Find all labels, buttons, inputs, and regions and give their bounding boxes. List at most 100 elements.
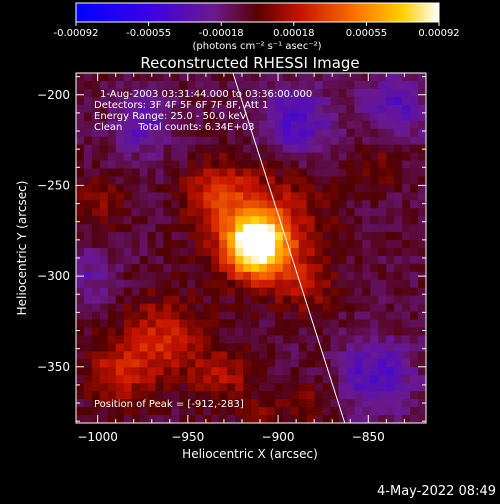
- heatmap-cell: [203, 271, 212, 281]
- heatmap-cell: [107, 144, 117, 154]
- heatmap-cell: [386, 176, 395, 185]
- heatmap-cell: [187, 192, 196, 201]
- heatmap-cell: [402, 96, 411, 106]
- heatmap-cell: [163, 240, 173, 249]
- heatmap-cell: [76, 303, 85, 313]
- heatmap-cell: [338, 240, 348, 249]
- heatmap-cell: [163, 80, 173, 90]
- heatmap-cell: [83, 335, 93, 345]
- heatmap-cell: [346, 128, 355, 138]
- heatmap-cell: [91, 415, 101, 423]
- heatmap-cell: [394, 327, 403, 337]
- heatmap-cell: [171, 359, 180, 368]
- heatmap-cell: [314, 104, 324, 114]
- heatmap-cell: [378, 263, 387, 273]
- heatmap-cell: [298, 415, 308, 423]
- heatmap-cell: [258, 112, 268, 122]
- heatmap-cell: [179, 319, 188, 329]
- heatmap-cell: [346, 80, 355, 90]
- heatmap-cell: [290, 73, 300, 82]
- heatmap-cell: [179, 208, 188, 217]
- heatmap-cell: [322, 303, 332, 313]
- heatmap-cell: [123, 375, 133, 384]
- heatmap-cell: [219, 200, 228, 209]
- heatmap-cell: [211, 240, 220, 249]
- heatmap-cell: [187, 287, 196, 297]
- heatmap-cell: [235, 192, 244, 201]
- heatmap-cell: [330, 240, 340, 249]
- heatmap-cell: [314, 359, 324, 368]
- heatmap-cell: [123, 144, 133, 154]
- heatmap-cell: [179, 88, 188, 98]
- heatmap-cell: [394, 240, 403, 249]
- heatmap-cell: [258, 319, 268, 329]
- heatmap-cell: [290, 144, 300, 154]
- heatmap-cell: [163, 184, 173, 193]
- heatmap-cell: [219, 112, 228, 122]
- heatmap-cell: [243, 351, 252, 360]
- heatmap-cell: [147, 335, 157, 345]
- heatmap-cell: [418, 319, 426, 329]
- heatmap-cell: [147, 311, 157, 321]
- heatmap-cell: [274, 311, 284, 321]
- heatmap-cell: [243, 319, 252, 329]
- colorbar-unit-label: (photons cm⁻² s⁻¹ asec⁻²): [192, 41, 321, 52]
- heatmap-cell: [163, 160, 173, 170]
- heatmap-cell: [338, 192, 348, 201]
- heatmap-cell: [131, 343, 141, 352]
- heatmap-cell: [131, 335, 141, 345]
- heatmap-cell: [386, 112, 395, 122]
- heatmap-cell: [243, 73, 252, 82]
- heatmap-cell: [187, 120, 196, 130]
- heatmap-cell: [219, 128, 228, 138]
- heatmap-cell: [131, 168, 141, 177]
- heatmap-cell: [155, 144, 165, 154]
- heatmap-cell: [394, 359, 403, 368]
- heatmap-cell: [322, 80, 332, 90]
- heatmap-cell: [298, 216, 308, 225]
- heatmap-cell: [354, 407, 363, 416]
- heatmap-cell: [290, 271, 300, 281]
- heatmap-cell: [362, 375, 371, 384]
- heatmap-cell: [83, 128, 93, 138]
- solar-limb-line: [232, 73, 346, 423]
- heatmap-cell: [402, 399, 411, 408]
- heatmap-cell: [227, 311, 236, 321]
- heatmap-cell: [243, 335, 252, 345]
- heatmap-cell: [362, 279, 371, 289]
- heatmap-cell: [243, 216, 252, 225]
- heatmap-cell: [83, 279, 93, 289]
- heatmap-cell: [394, 112, 403, 122]
- annotation-clean: Clean Total counts: 6.34E+03: [94, 122, 254, 133]
- heatmap-cell: [386, 327, 395, 337]
- heatmap-cell: [251, 359, 260, 368]
- heatmap-cell: [330, 208, 340, 217]
- heatmap-cell: [370, 192, 379, 201]
- heatmap-cell: [258, 88, 268, 98]
- heatmap-cell: [298, 263, 308, 273]
- heatmap-cell: [402, 224, 411, 233]
- heatmap-cell: [123, 176, 133, 185]
- heatmap-cell: [386, 287, 395, 297]
- heatmap-cell: [179, 359, 188, 368]
- heatmap-cell: [99, 136, 109, 146]
- heatmap-cell: [203, 224, 212, 233]
- heatmap-cell: [235, 271, 244, 281]
- heatmap-cell: [147, 263, 157, 273]
- heatmap-cell: [266, 104, 276, 114]
- heatmap-cell: [386, 240, 395, 249]
- heatmap-cell: [99, 367, 109, 376]
- heatmap-cell: [147, 160, 157, 170]
- heatmap-cell: [386, 383, 395, 392]
- heatmap-cell: [227, 128, 236, 138]
- heatmap-cell: [410, 248, 419, 257]
- heatmap-cell: [91, 208, 101, 217]
- heatmap-cell: [131, 144, 141, 154]
- heatmap-cell: [370, 224, 379, 233]
- heatmap-cell: [99, 279, 109, 289]
- heatmap-cell: [402, 80, 411, 90]
- heatmap-cell: [274, 407, 284, 416]
- heatmap-cell: [258, 224, 268, 233]
- heatmap-cell: [107, 160, 117, 170]
- heatmap-cell: [346, 343, 355, 352]
